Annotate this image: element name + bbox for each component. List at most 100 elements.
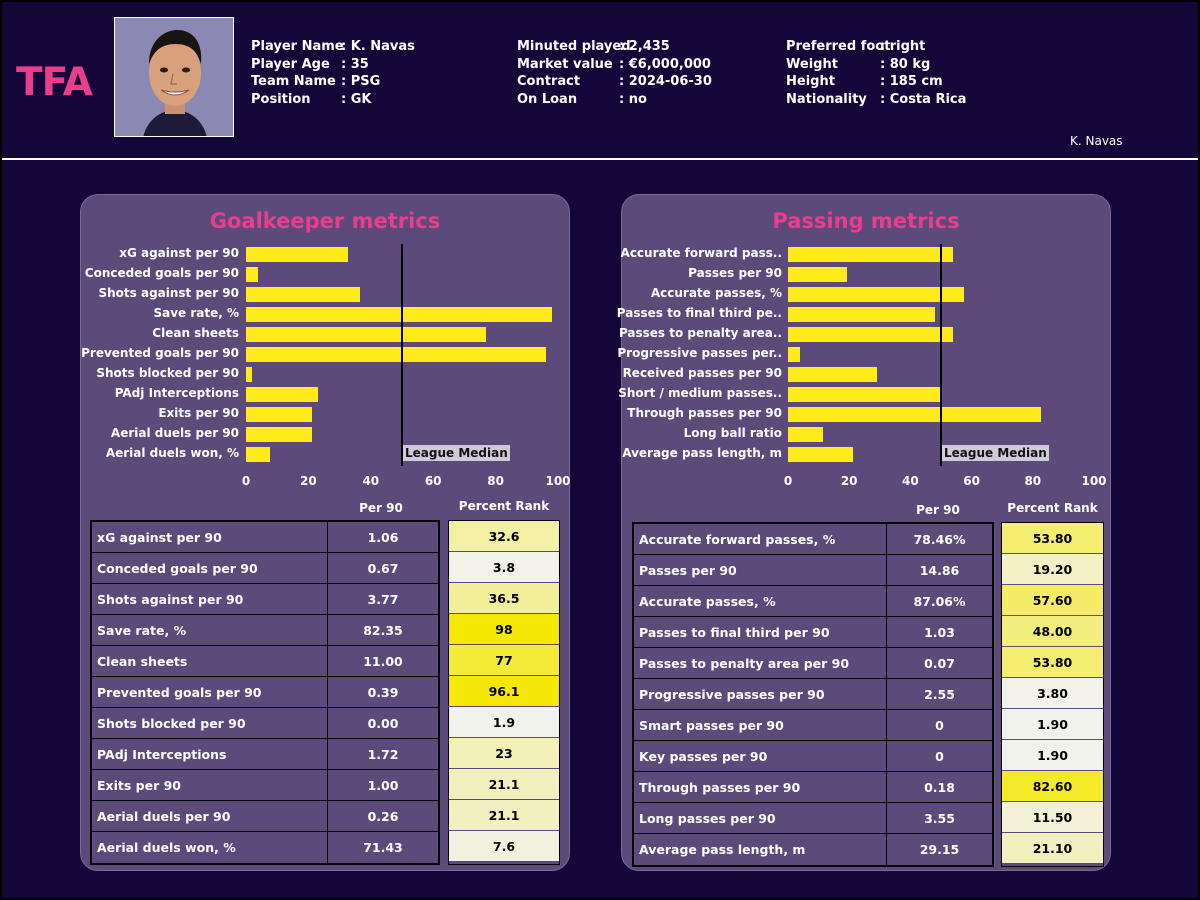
per90-value: 0 <box>935 748 944 764</box>
table-row: Accurate passes, % 87.06% <box>634 586 992 617</box>
table-row: Clean sheets 11.00 <box>92 646 438 677</box>
percent-rank-cell: 1.90 <box>1002 709 1103 740</box>
x-tick-label: 40 <box>362 474 380 488</box>
x-tick-label: 60 <box>424 474 442 488</box>
percent-rank-column: 32.6 3.8 36.5 98 77 96.1 1.9 23 21.1 21.1 7.6 <box>448 520 560 865</box>
percent-rank-cell: 32.6 <box>449 521 559 552</box>
metric-name: Accurate forward passes, % <box>634 524 887 554</box>
percent-rank-column: 53.80 19.20 57.60 48.00 53.80 3.80 1.90 1.90 82.… <box>1001 522 1104 867</box>
table-row: Through passes per 90 0.18 <box>634 772 992 803</box>
table-row: Smart passes per 90 0 <box>634 710 992 741</box>
league-median-line <box>401 244 403 466</box>
per90-value: 2.55 <box>924 686 955 702</box>
bar-category-label: Exits per 90 <box>158 406 239 420</box>
metric-name: Save rate, % <box>92 615 328 645</box>
metric-name: Conceded goals per 90 <box>92 553 328 583</box>
goalkeeper-metrics-panel: Goalkeeper metrics xG against per 90 Conc… <box>80 194 571 871</box>
table-row: Accurate forward passes, % 78.46% <box>634 524 992 555</box>
bar <box>788 287 965 302</box>
table-row: Aerial duels per 90 0.26 <box>92 801 438 832</box>
bar-category-label: Aerial duels per 90 <box>110 426 239 440</box>
player-portrait-icon <box>115 18 233 136</box>
per90-value: 29.15 <box>919 842 960 857</box>
x-tick-label: 80 <box>1024 474 1042 488</box>
metric-name: Passes to penalty area per 90 <box>634 648 887 678</box>
per90-value: 1.00 <box>367 777 399 793</box>
table-row: Progressive passes per 90 2.55 <box>634 679 992 710</box>
metric-name: Shots blocked per 90 <box>92 708 328 738</box>
bar <box>246 447 270 462</box>
info-row: On Loan: no <box>517 92 647 108</box>
bar <box>788 407 1041 422</box>
bar <box>788 267 847 282</box>
player-photo <box>114 17 234 137</box>
bar-category-label: Passes per 90 <box>688 266 782 280</box>
table-row: Passes to final third per 90 1.03 <box>634 617 992 648</box>
bar-category-label: Shots against per 90 <box>98 286 239 300</box>
percent-rank-cell: 7.6 <box>449 831 559 862</box>
bar <box>788 327 953 342</box>
player-info-column-1: Player Name: K. Navas Player Age: 35 Tea… <box>251 38 415 109</box>
info-row: Minuted played: 2,435 <box>517 39 670 54</box>
bar-category-label: Passes to final third pe.. <box>616 306 782 320</box>
table-row: Average pass length, m 29.15 <box>634 834 992 865</box>
info-row: Team Name: PSG <box>251 74 381 90</box>
per90-value: 0.26 <box>367 808 399 824</box>
x-tick-label: 0 <box>241 474 251 488</box>
bar <box>246 367 252 382</box>
percent-rank-cell: 53.80 <box>1002 523 1103 554</box>
table-row: xG against per 90 1.06 <box>92 522 438 553</box>
per90-value: 78.46% <box>913 531 966 547</box>
bar-category-label: Average pass length, m <box>622 446 782 460</box>
metric-name: Exits per 90 <box>92 770 328 800</box>
passing-metrics-panel: Passing metrics Accurate forward pass.. P… <box>617 194 1111 871</box>
percent-rank-cell: 1.9 <box>449 707 559 738</box>
bar <box>246 407 312 422</box>
bar <box>788 367 877 382</box>
per90-value: 0.00 <box>367 715 399 731</box>
metric-name: PAdj Interceptions <box>92 739 328 769</box>
per90-value: 71.43 <box>363 840 403 855</box>
bar-category-label: Passes to penalty area.. <box>618 326 782 340</box>
percent-rank-cell: 57.60 <box>1002 585 1103 616</box>
metric-name: Key passes per 90 <box>634 741 887 771</box>
table-row: Key passes per 90 0 <box>634 741 992 772</box>
bar-category-label: Clean sheets <box>152 326 239 340</box>
bar-category-label: Short / medium passes.. <box>618 386 782 400</box>
percent-rank-cell: 48.00 <box>1002 616 1103 647</box>
bar-category-label: Progressive passes per.. <box>617 346 782 360</box>
percent-rank-cell: 21.10 <box>1002 833 1103 864</box>
bar <box>246 387 318 402</box>
info-row: Nationality: Costa Rica <box>786 92 967 108</box>
metric-name: Aerial duels per 90 <box>92 801 328 831</box>
per90-value: 3.77 <box>367 591 399 607</box>
bar <box>788 387 941 402</box>
metric-name: Prevented goals per 90 <box>92 677 328 707</box>
table-row: Shots blocked per 90 0.00 <box>92 708 438 739</box>
player-info-column-3: Preferred foot: right Weight: 80 kg Heig… <box>786 38 966 109</box>
per90-value: 87.06% <box>913 593 966 609</box>
percent-rank-cell: 21.1 <box>449 800 559 831</box>
table-row: Save rate, % 82.35 <box>92 615 438 646</box>
bar <box>246 327 487 342</box>
bar-category-label: Conceded goals per 90 <box>84 266 239 280</box>
bar-category-label: Through passes per 90 <box>627 406 782 420</box>
metrics-table: xG against per 90 1.06 Conceded goals per … <box>90 520 440 865</box>
percent-rank-cell: 3.80 <box>1002 678 1103 709</box>
info-row: Player Name: K. Navas <box>251 39 415 54</box>
bar-category-label: Accurate passes, % <box>650 286 782 300</box>
metric-name: Passes to final third per 90 <box>634 617 887 647</box>
info-row: Market value: €6,000,000 <box>517 56 711 72</box>
percent-rank-cell: 19.20 <box>1002 554 1103 585</box>
percent-rank-cell: 23 <box>449 738 559 769</box>
metric-name: Progressive passes per 90 <box>634 679 887 709</box>
table-row: Passes to penalty area per 90 0.07 <box>634 648 992 679</box>
bar-category-label: xG against per 90 <box>119 246 239 260</box>
metrics-table: Accurate forward passes, % 78.46% Passes p… <box>632 522 994 867</box>
per90-value: 0.39 <box>367 684 399 700</box>
metric-name: Clean sheets <box>92 646 328 676</box>
x-tick-label: 20 <box>840 474 858 488</box>
bar-category-label: Shots blocked per 90 <box>96 366 239 380</box>
per90-value: 1.72 <box>367 746 399 762</box>
x-tick-label: 40 <box>902 474 919 488</box>
